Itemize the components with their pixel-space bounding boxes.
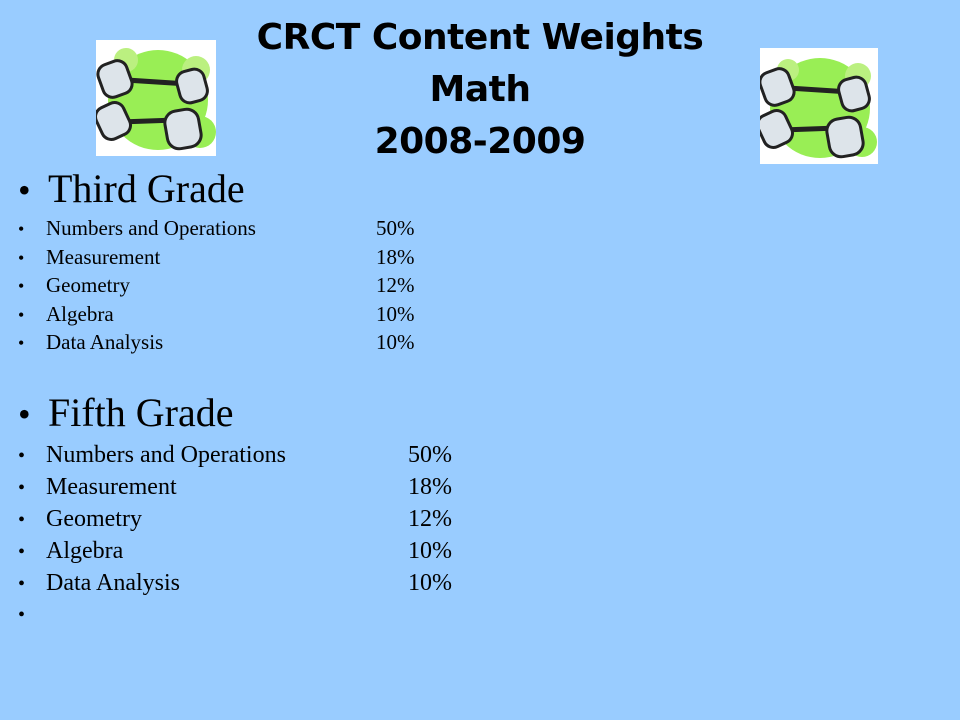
list-item: • Algebra 10% — [18, 535, 452, 567]
bullet: • — [18, 394, 31, 434]
list-item: • Geometry 12% — [18, 503, 452, 535]
dumbbell-graphic — [760, 58, 877, 159]
item-value: 50% — [376, 216, 415, 240]
list-item: • Data Analysis 10% — [18, 567, 452, 599]
item-value: 12% — [408, 506, 452, 532]
item-value: 10% — [376, 301, 415, 326]
item-value: 12% — [376, 273, 415, 298]
item-label: Algebra — [46, 538, 124, 564]
title-line-2: Math — [429, 69, 531, 110]
item-value: 10% — [408, 570, 452, 596]
item-label: Numbers and Operations — [46, 442, 286, 468]
dumbbell-icon — [760, 48, 878, 164]
fifth-grade-list: • Numbers and Operations 50% • Measurement 1… — [18, 439, 452, 631]
item-value: 18% — [376, 244, 415, 269]
section-heading-fifth-grade: • Fifth Grade — [18, 390, 234, 437]
heading-text: Third Grade — [48, 166, 245, 211]
item-label: Numbers and Operations — [46, 216, 256, 240]
item-label: Data Analysis — [46, 570, 180, 596]
item-label: Geometry — [46, 506, 142, 532]
heading-text: Fifth Grade — [48, 390, 234, 435]
dumbbell-graphic — [96, 48, 216, 151]
title-line-3: 2008-2009 — [374, 121, 586, 162]
list-item: • Data Analysis 10% — [18, 328, 415, 357]
empty-list-item: • — [18, 604, 26, 626]
item-label: Geometry — [46, 273, 130, 298]
list-item: • Algebra 10% — [18, 300, 415, 329]
item-label: Data Analysis — [46, 330, 164, 355]
list-item: • Geometry 12% — [18, 271, 415, 300]
item-label: Algebra — [46, 301, 114, 326]
title-line-1: CRCT Content Weights — [256, 17, 704, 58]
dumbbell-icon — [96, 40, 216, 156]
third-grade-list: • Numbers and Operations 50% • Measurement 1… — [18, 214, 415, 357]
item-value: 18% — [408, 474, 452, 500]
item-value: 10% — [376, 330, 415, 355]
section-heading-third-grade: • Third Grade — [18, 166, 245, 213]
bullet: • — [18, 170, 31, 210]
list-item: • Measurement 18% — [18, 243, 415, 272]
list-item: • Measurement 18% — [18, 471, 452, 503]
slide-title: CRCT Content Weights Math 2008-2009 — [0, 12, 960, 168]
item-label: Measurement — [46, 244, 161, 269]
list-item: • Numbers and Operations 50% — [18, 439, 452, 471]
list-item: • Numbers and Operations 50% — [18, 214, 415, 243]
item-value: 50% — [408, 442, 452, 468]
item-label: Measurement — [46, 474, 177, 500]
item-value: 10% — [408, 538, 452, 564]
